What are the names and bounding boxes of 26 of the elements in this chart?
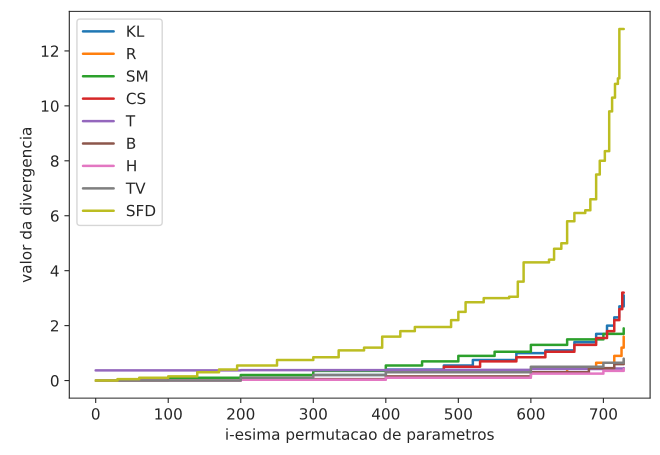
x-tick-label: 500 <box>444 408 472 420</box>
y-tick-label: 2 <box>50 320 58 332</box>
legend-label: SM <box>126 70 148 82</box>
legend-label: KL <box>127 26 144 37</box>
x-tick-label: 600 <box>517 408 544 420</box>
legend-label: CS <box>126 92 146 104</box>
legend-label: R <box>127 48 136 60</box>
legend-label: B <box>127 138 136 149</box>
x-tick-label: 300 <box>300 408 327 420</box>
y-tick-label: 0 <box>50 375 59 387</box>
y-tick-label: 12 <box>42 45 58 57</box>
y-tick-label: 4 <box>50 265 59 276</box>
x-tick-label: 200 <box>227 408 254 420</box>
y-tick-label: 10 <box>42 100 59 112</box>
legend-label: T <box>126 115 136 126</box>
y-axis-title: valor da divergencia <box>20 128 35 282</box>
x-tick-label: 0 <box>92 408 100 420</box>
x-tick-label: 100 <box>155 408 182 420</box>
legend-label: SFD <box>126 204 156 216</box>
x-tick-label: 700 <box>590 408 617 420</box>
legend-label: H <box>127 160 136 172</box>
x-tick-label: 400 <box>372 408 400 420</box>
legend-label: TV <box>126 182 146 194</box>
y-tick-label: 8 <box>50 155 59 167</box>
y-tick-label: 6 <box>50 210 59 222</box>
x-axis-title: i-esima permutacao de parametros <box>226 428 494 443</box>
